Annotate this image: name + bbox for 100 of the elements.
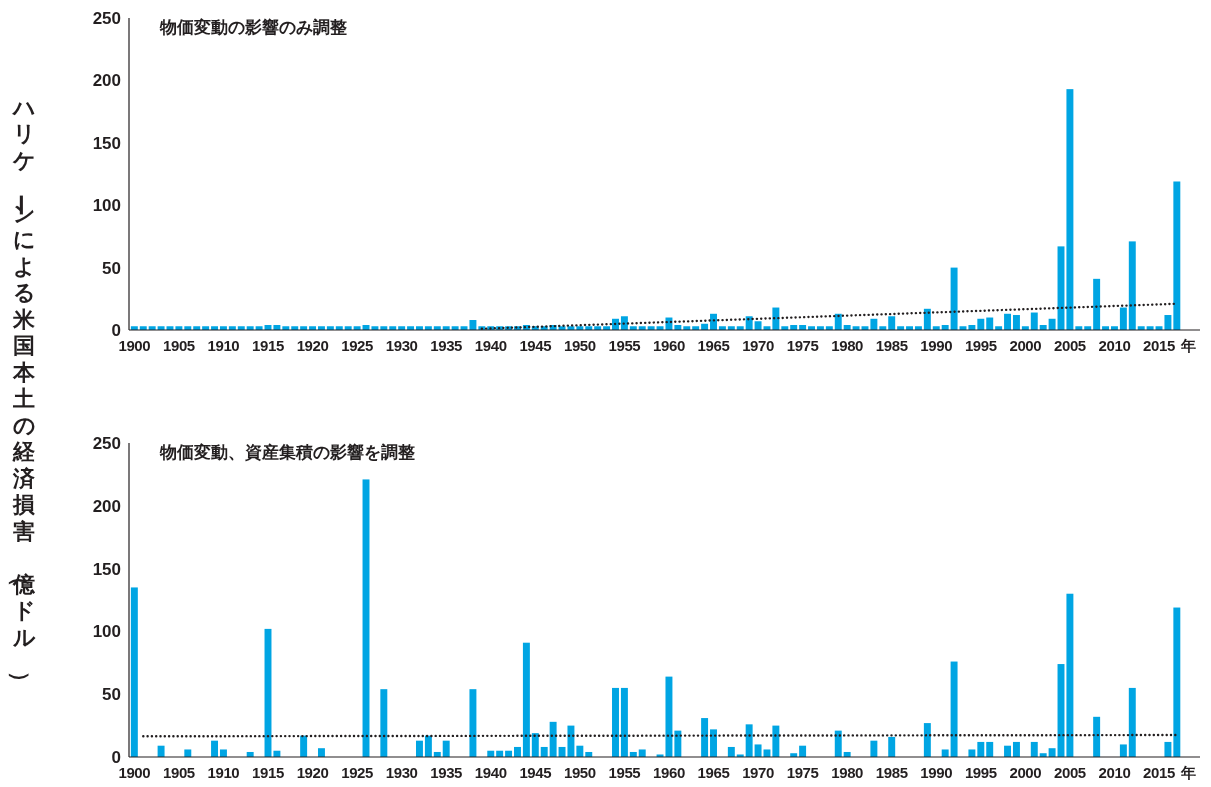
bar xyxy=(1093,716,1101,757)
x-tick-label: 1965 xyxy=(697,764,730,781)
x-tick-label: 1910 xyxy=(207,764,240,781)
bar xyxy=(1093,278,1101,330)
y-tick-label: 250 xyxy=(92,9,121,28)
bar xyxy=(1173,607,1181,757)
x-tick-label: 1945 xyxy=(519,764,552,781)
x-tick-label: 1910 xyxy=(207,337,240,354)
x-tick-label: 1925 xyxy=(341,337,374,354)
bar xyxy=(1173,181,1181,330)
bar xyxy=(1030,312,1038,330)
y-tick-label: 150 xyxy=(92,133,121,153)
x-tick-label: 1945 xyxy=(519,337,552,354)
bar xyxy=(870,740,878,757)
bar xyxy=(941,749,949,757)
x-tick-label: 1920 xyxy=(296,337,329,354)
bar xyxy=(184,749,192,757)
x-tick-label: 1940 xyxy=(474,764,507,781)
bar xyxy=(977,318,985,330)
x-tick-label: 1930 xyxy=(385,764,418,781)
bar xyxy=(1128,241,1136,330)
bar xyxy=(1004,313,1012,330)
x-tick-label: 1955 xyxy=(608,764,641,781)
bar xyxy=(1012,315,1020,330)
x-tick-label: 1965 xyxy=(697,337,730,354)
bar xyxy=(416,740,423,757)
x-tick-label: 1925 xyxy=(341,764,374,781)
x-tick-label: 2015 xyxy=(1143,764,1175,781)
bar xyxy=(317,748,325,757)
bar xyxy=(888,316,896,330)
bar xyxy=(549,721,557,757)
x-axis-title: 年 xyxy=(1180,337,1196,354)
bar xyxy=(1066,593,1074,757)
x-tick-label: 1995 xyxy=(964,764,997,781)
x-tick-label: 1985 xyxy=(875,337,908,354)
x-tick-label: 2000 xyxy=(1009,764,1042,781)
bar xyxy=(923,723,931,757)
bar xyxy=(540,746,548,757)
bar xyxy=(522,642,530,757)
bar xyxy=(1048,748,1056,757)
x-tick-label: 1935 xyxy=(430,764,463,781)
bar xyxy=(300,735,308,757)
bar xyxy=(968,749,976,757)
bar xyxy=(1012,741,1020,757)
x-tick-label: 2015 xyxy=(1143,337,1175,354)
y-tick-label: 50 xyxy=(102,258,121,278)
bar xyxy=(531,733,539,757)
bar xyxy=(950,661,958,757)
x-tick-label: 1915 xyxy=(252,337,284,354)
x-tick-label: 2000 xyxy=(1009,337,1042,354)
x-tick-label: 2005 xyxy=(1054,764,1086,781)
x-tick-label: 1940 xyxy=(474,337,507,354)
y-tick-label: 0 xyxy=(111,748,121,767)
chart-title: 物価変動の影響のみ調整 xyxy=(159,18,347,37)
x-tick-label: 1930 xyxy=(385,337,418,354)
bar xyxy=(772,725,780,757)
bar xyxy=(514,746,521,757)
x-tick-label: 1980 xyxy=(831,764,864,781)
x-tick-label: 1990 xyxy=(920,337,953,354)
x-axis-title: 年 xyxy=(1180,764,1196,781)
x-tick-label: 1900 xyxy=(118,764,151,781)
bar xyxy=(923,308,931,330)
bar xyxy=(674,730,682,757)
bar xyxy=(219,749,227,757)
bar xyxy=(888,736,896,757)
bar xyxy=(620,687,628,757)
x-tick-label: 2005 xyxy=(1054,337,1086,354)
bar xyxy=(727,746,735,757)
bar xyxy=(211,740,219,757)
x-tick-label: 1960 xyxy=(653,764,685,781)
x-tick-label: 1905 xyxy=(163,764,195,781)
y-tick-label: 150 xyxy=(92,559,121,579)
bar xyxy=(1066,89,1074,330)
x-tick-label: 1975 xyxy=(786,337,819,354)
bar xyxy=(424,735,432,757)
y-tick-label: 100 xyxy=(92,622,121,642)
bar xyxy=(469,320,477,330)
bar xyxy=(1119,307,1127,330)
x-tick-label: 1960 xyxy=(653,337,685,354)
y-tick-label: 250 xyxy=(92,434,121,453)
bar xyxy=(986,741,994,757)
x-tick-label: 1955 xyxy=(608,337,641,354)
bar xyxy=(469,689,477,757)
y-tick-label: 200 xyxy=(92,71,121,91)
bar xyxy=(380,689,388,757)
y-tick-label: 0 xyxy=(111,321,121,340)
x-tick-label: 1985 xyxy=(875,764,908,781)
x-tick-label: 1975 xyxy=(786,764,819,781)
x-tick-label: 2010 xyxy=(1098,764,1131,781)
y-tick-label: 100 xyxy=(92,196,121,216)
bar xyxy=(701,718,709,757)
x-tick-label: 1915 xyxy=(252,764,284,781)
x-tick-label: 1990 xyxy=(920,764,953,781)
bar xyxy=(950,267,958,330)
bar xyxy=(1030,741,1038,757)
bar xyxy=(745,724,753,757)
x-tick-label: 1950 xyxy=(563,337,596,354)
bar xyxy=(1128,687,1136,757)
x-tick-label: 1920 xyxy=(296,764,329,781)
x-tick-label: 1900 xyxy=(118,337,151,354)
